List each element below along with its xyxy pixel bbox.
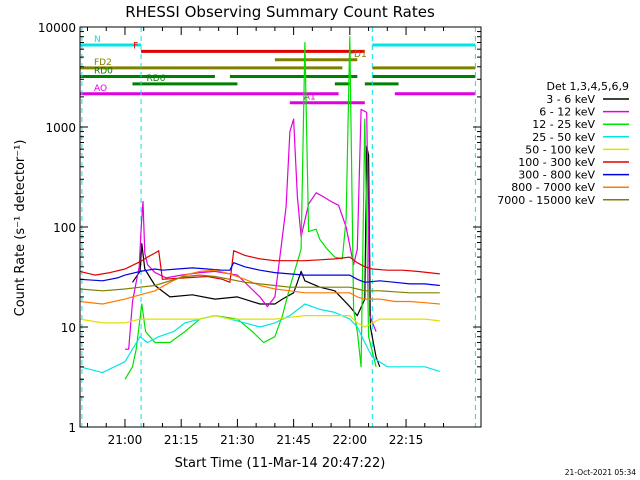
legend-label-1: 6 - 12 keV [539,106,595,119]
flag-label-f: F [133,41,138,51]
flag-label-fd1: FD1 [349,50,367,60]
y-tick-label-3: 1000 [45,121,76,135]
flag-label-ao: AO [94,84,107,94]
flag-label-rd6: RD6 [146,74,165,84]
y-axis-label: Count Rate (s⁻¹ detector⁻¹) [13,140,28,317]
series-line-3 [79,303,440,374]
series-line-6 [79,262,440,287]
y-tick-label-4: 10000 [38,21,76,35]
x-tick-label-0: 21:00 [108,433,143,447]
y-tick-label-1: 10 [61,321,76,335]
series-line-1 [125,108,377,350]
legend-label-4: 50 - 100 keV [525,143,595,156]
legend-label-0: 3 - 6 keV [546,93,595,106]
y-tick-label-2: 100 [53,221,76,235]
legend-label-3: 25 - 50 keV [532,131,595,144]
x-tick-label-2: 21:30 [220,433,255,447]
flag-label-n: N [94,35,101,45]
flag-label-rd0: RD0 [94,66,113,76]
series-line-5 [79,250,440,283]
legend-label-6: 300 - 800 keV [518,169,595,182]
flag-label-fd2: FD2 [94,58,112,68]
series-line-2 [124,36,377,380]
x-axis-label: Start Time (11-Mar-14 20:47:22) [175,456,386,471]
legend-label-5: 100 - 300 keV [518,156,595,169]
legend-title: Det 1,3,4,5,6,9 [546,80,629,93]
legend-label-8: 7000 - 15000 keV [497,194,595,207]
y-tick-label-0: 1 [68,421,76,435]
legend-label-7: 800 - 7000 keV [511,181,595,194]
series-lines [79,36,440,380]
series-line-8 [79,274,440,294]
x-tick-label-5: 22:15 [389,433,424,447]
x-tick-label-1: 21:15 [164,433,199,447]
series-line-7 [79,269,440,305]
flag-label-a1: A1 [304,93,316,103]
axes-ticks: 21:00 21:15 21:30 21:45 22:00 22:15 1 10 100 1000… [38,21,481,447]
x-tick-label-3: 21:45 [276,433,311,447]
footer-timestamp: 21-Oct-2021 05:34 [565,468,636,477]
chart-title: RHESSI Observing Summary Count Rates [125,3,435,21]
series-line-4 [79,315,440,328]
x-tick-label-4: 22:00 [333,433,368,447]
legend-label-2: 12 - 25 keV [532,118,595,131]
